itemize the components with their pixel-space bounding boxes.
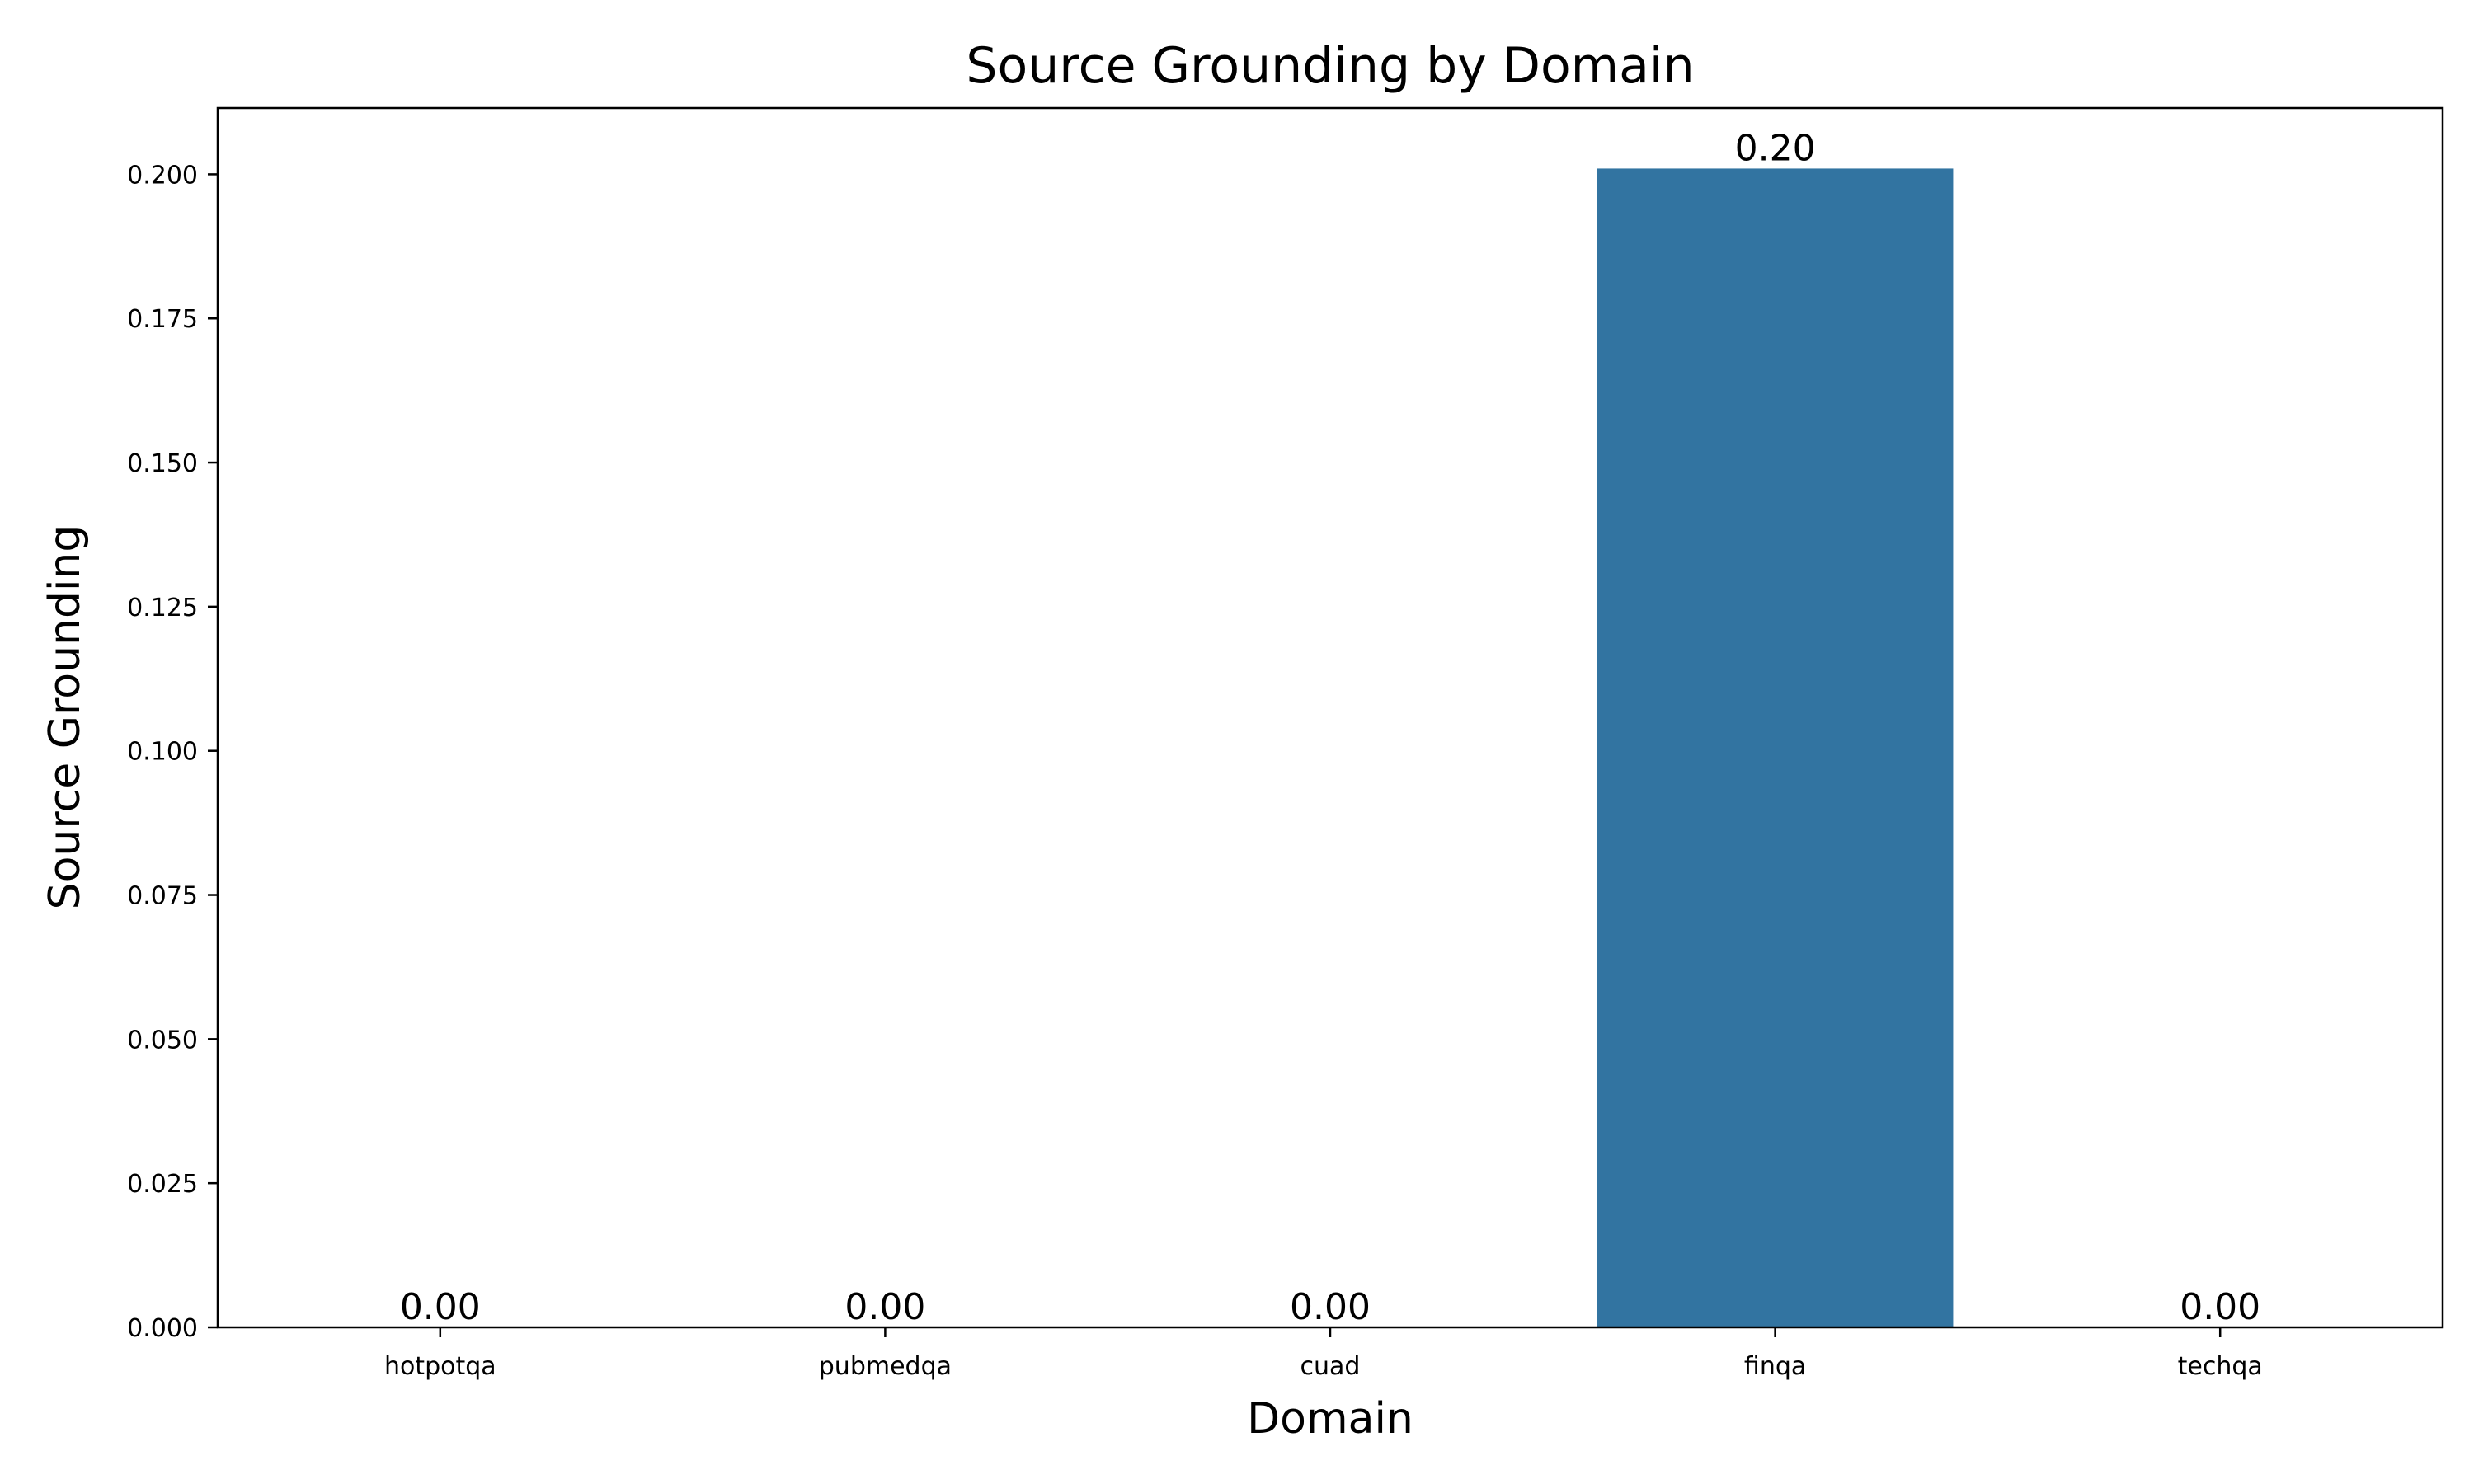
bar-value-label-cuad: 0.00 [1290, 1286, 1371, 1328]
y-tick-label-2: 0.050 [127, 1026, 198, 1054]
x-tick-label-finqa: finqa [1744, 1352, 1806, 1381]
bar-finqa [1597, 168, 1954, 1327]
bars-layer [1597, 168, 1954, 1327]
y-tick-label-5: 0.125 [127, 594, 198, 622]
x-axis-label: Domain [1247, 1394, 1413, 1444]
y-axis-label: Source Grounding [40, 525, 90, 910]
y-tick-label-8: 0.200 [127, 161, 198, 190]
x-tick-label-cuad: cuad [1300, 1352, 1361, 1381]
x-tick-label-techqa: techqa [2178, 1352, 2263, 1381]
y-tick-label-6: 0.150 [127, 449, 198, 478]
y-tick-label-7: 0.175 [127, 305, 198, 334]
y-tick-label-0: 0.000 [127, 1314, 198, 1343]
bar-value-label-finqa: 0.20 [1735, 127, 1816, 169]
bar-labels-layer: 0.00 0.00 0.00 0.20 0.00 [400, 127, 2260, 1328]
x-tick-label-pubmedqa: pubmedqa [819, 1352, 952, 1381]
y-tick-label-3: 0.075 [127, 882, 198, 911]
x-tick-label-hotpotqa: hotpotqa [384, 1352, 496, 1381]
chart-title: Source Grounding by Domain [966, 37, 1694, 95]
y-tick-label-1: 0.025 [127, 1170, 198, 1199]
bar-value-label-hotpotqa: 0.00 [400, 1286, 481, 1328]
bar-value-label-techqa: 0.00 [2180, 1286, 2260, 1328]
bar-value-label-pubmedqa: 0.00 [844, 1286, 925, 1328]
x-axis: hotpotqa pubmedqa cuad finqa techqa [384, 1327, 2263, 1381]
y-tick-label-4: 0.100 [127, 738, 198, 767]
plot-frame [216, 106, 2444, 1329]
y-axis: 0.000 0.025 0.050 0.075 0.100 0.125 0.150 0.175… [127, 161, 218, 1343]
